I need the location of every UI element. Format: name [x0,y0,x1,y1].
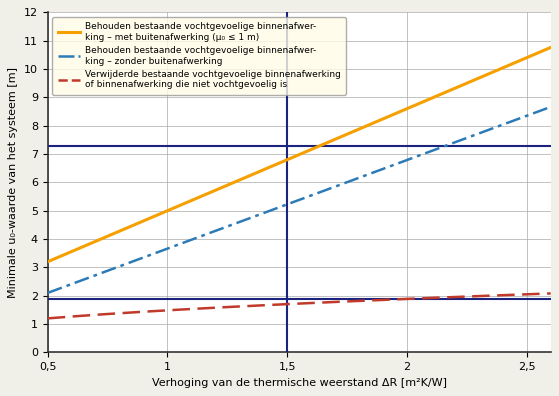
Y-axis label: Minimale u₀-waarde van het systeem [m]: Minimale u₀-waarde van het systeem [m] [8,67,18,298]
Legend: Behouden bestaande vochtgevoelige binnenafwer-
king – met buitenafwerking (μ₀ ≤ : Behouden bestaande vochtgevoelige binnen… [52,17,346,95]
X-axis label: Verhoging van de thermische weerstand ΔR [m²K/W]: Verhoging van de thermische weerstand ΔR… [151,378,447,388]
